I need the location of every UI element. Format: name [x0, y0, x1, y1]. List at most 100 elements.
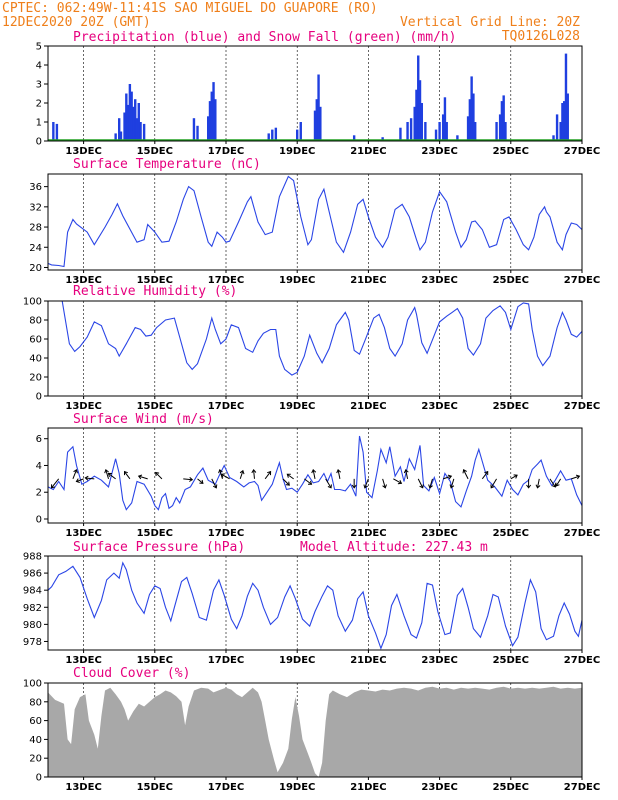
wind-vector-head: [107, 472, 112, 477]
precip-bar: [420, 103, 423, 141]
precip-bar: [207, 116, 210, 141]
precip-panel: 0 1 2 3 4 5 13DEC 15DEC 17DEC 19DEC 21DEC 23DEC 25DE…: [36, 30, 601, 157]
y-tick-label: 100: [23, 679, 42, 690]
x-tick-label: 25DEC: [493, 401, 529, 412]
precip-bar: [504, 122, 507, 141]
y-tick-label: 4: [36, 461, 42, 472]
precip-bar: [352, 135, 356, 141]
x-tick-label: 17DEC: [208, 401, 244, 412]
precip-bar: [55, 123, 59, 141]
precip-bar: [399, 127, 402, 141]
wind-vector: [108, 473, 116, 480]
cloud-title: Cloud Cover (%): [73, 666, 190, 681]
y-tick-label: 986: [23, 569, 42, 580]
wind-vector-head: [285, 481, 290, 486]
rh-title: Relative Humidity (%): [73, 284, 237, 299]
precip-bar: [313, 110, 317, 141]
wind-vector: [443, 475, 452, 480]
precip-bar: [415, 89, 418, 141]
precip-bar: [317, 74, 320, 141]
wind-vector-head: [397, 479, 403, 485]
x-tick-label: 15DEC: [137, 782, 173, 793]
y-tick-label: 60: [29, 335, 42, 346]
wind-vector: [105, 469, 109, 479]
precip-bar: [417, 55, 420, 141]
x-tick-label: 21DEC: [350, 655, 386, 666]
precip-bar: [495, 122, 498, 141]
y-tick-label: 0: [36, 137, 42, 148]
wind-vector: [85, 477, 95, 480]
x-tick-label: 25DEC: [493, 528, 529, 539]
wind-vector: [463, 469, 469, 480]
pres-frame: [47, 555, 583, 651]
x-tick-label: 25DEC: [493, 146, 529, 157]
y-tick-label: 28: [29, 223, 42, 234]
precip-bar: [271, 129, 274, 141]
y-tick-label: 20: [29, 754, 42, 765]
wind-vector-head: [267, 470, 272, 476]
wind-vector-head: [526, 484, 532, 489]
y-tick-label: 1: [36, 118, 42, 129]
wind-vector: [72, 469, 77, 480]
panels: 0 1 2 3 4 5 13DEC 15DEC 17DEC 19DEC 21DEC 23DEC 25DE…: [23, 30, 600, 793]
y-tick-label: 3: [36, 80, 42, 91]
wind-vector: [312, 469, 316, 479]
x-tick-label: 15DEC: [137, 146, 173, 157]
wind-vector-head: [336, 468, 342, 474]
wind-vector: [76, 478, 84, 483]
y-tick-label: 2: [36, 488, 42, 499]
precip-bar: [418, 80, 422, 141]
x-tick-label: 19DEC: [279, 401, 315, 412]
x-tick-label: 23DEC: [421, 146, 457, 157]
wind-panel: 0 2 4 6 13DEC 15DEC 17DEC 19DEC 21DEC 23DEC 25DEC 2…: [36, 412, 601, 539]
wind-vector-head: [403, 468, 409, 474]
precip-bar: [409, 118, 413, 141]
wind-vector-head: [363, 484, 369, 489]
pres-title: Surface Pressure (hPa): [73, 540, 245, 555]
wind-vector: [549, 478, 556, 488]
x-tick-label: 13DEC: [65, 655, 101, 666]
precip-bar: [566, 93, 569, 141]
y-tick-label: 0: [36, 514, 42, 525]
precip-frame: [47, 45, 583, 142]
wind-vector: [51, 478, 60, 489]
wind-vector: [337, 469, 341, 479]
precip-bar: [445, 122, 448, 141]
wind-vector: [481, 471, 489, 480]
precip-bar: [441, 114, 445, 141]
precip-bar: [132, 106, 135, 141]
precip-bar: [267, 133, 270, 141]
x-tick-label: 17DEC: [208, 528, 244, 539]
wind-vector-head: [50, 484, 56, 489]
x-tick-label: 23DEC: [421, 528, 457, 539]
x-tick-label: 13DEC: [65, 528, 101, 539]
wind-vector-head: [212, 484, 218, 489]
precip-bar: [474, 122, 477, 141]
wind-vector: [571, 475, 580, 480]
precip-bar: [52, 122, 55, 141]
precip-bar: [381, 137, 384, 141]
x-tick-label: 23DEC: [421, 401, 457, 412]
x-tick-label: 21DEC: [350, 401, 386, 412]
wind-vector: [197, 478, 204, 484]
x-tick-label: 27DEC: [564, 146, 600, 157]
wind-vector: [138, 475, 148, 480]
wind-title: Surface Wind (m/s): [73, 412, 214, 427]
run-date: 12DEC2020 20Z (GMT): [2, 15, 151, 30]
wind-vector: [382, 478, 386, 488]
wind-vector-head: [124, 470, 128, 476]
wind-vector-head: [428, 484, 433, 489]
wind-vector: [510, 474, 518, 480]
wind-vector: [536, 478, 540, 488]
y-tick-label: 6: [36, 434, 42, 445]
x-tick-label: 27DEC: [564, 655, 600, 666]
x-tick-label: 27DEC: [564, 275, 600, 286]
cloud-panel: 0 20 40 60 80 100 13DEC 15DEC 17DEC 19DEC 21DEC 23D…: [23, 666, 600, 793]
wind-vector-head: [218, 468, 223, 474]
x-tick-label: 15DEC: [137, 528, 173, 539]
x-tick-label: 27DEC: [564, 401, 600, 412]
wind-vector: [264, 471, 271, 480]
y-tick-label: 80: [29, 316, 42, 327]
precip-bar: [125, 93, 128, 141]
y-tick-label: 20: [29, 373, 42, 384]
